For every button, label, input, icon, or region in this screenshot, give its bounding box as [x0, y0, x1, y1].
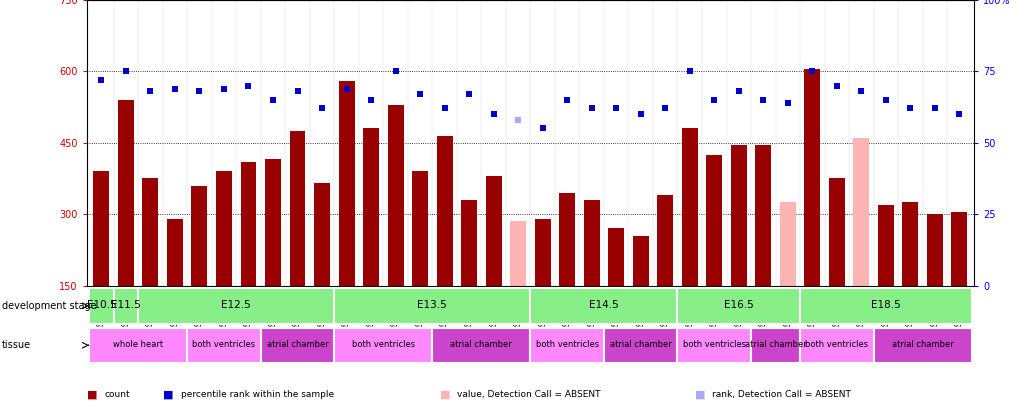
Bar [192, 185, 207, 286]
Text: both ventricles: both ventricles [352, 340, 415, 349]
Bar [750, 328, 799, 362]
Bar [334, 288, 530, 324]
Text: atrial chamber: atrial chamber [609, 340, 671, 349]
Bar [334, 328, 432, 362]
Bar [755, 145, 770, 286]
Bar [872, 328, 971, 362]
Bar [461, 200, 477, 286]
Text: atrial chamber: atrial chamber [266, 340, 328, 349]
Bar [677, 328, 750, 362]
Bar [432, 328, 530, 362]
Text: E10.5: E10.5 [87, 300, 116, 310]
Text: atrial chamber: atrial chamber [450, 340, 512, 349]
Text: ■: ■ [87, 390, 97, 400]
Text: ■: ■ [163, 390, 173, 400]
Bar [804, 69, 819, 286]
Bar [261, 328, 334, 362]
Text: E14.5: E14.5 [589, 300, 619, 310]
Text: tissue: tissue [2, 340, 32, 350]
Bar [167, 219, 182, 286]
Bar [681, 128, 697, 286]
Text: value, Detection Call = ABSENT: value, Detection Call = ABSENT [457, 390, 600, 399]
Bar [558, 193, 575, 286]
Bar [187, 328, 261, 362]
Bar [534, 219, 550, 286]
Bar [363, 128, 379, 286]
Bar [607, 228, 624, 286]
Text: both ventricles: both ventricles [682, 340, 745, 349]
Text: development stage: development stage [2, 301, 97, 311]
Text: ■: ■ [439, 390, 449, 400]
Bar [113, 288, 138, 324]
Bar [677, 288, 799, 324]
Bar [656, 195, 673, 286]
Text: E16.5: E16.5 [723, 300, 753, 310]
Bar [902, 202, 917, 286]
Bar [951, 212, 966, 286]
Bar [436, 136, 452, 286]
Bar [143, 179, 158, 286]
Text: atrial chamber: atrial chamber [891, 340, 953, 349]
Bar [530, 288, 677, 324]
Bar [828, 179, 844, 286]
Text: whole heart: whole heart [113, 340, 163, 349]
Bar [485, 176, 501, 286]
Bar [603, 328, 677, 362]
Bar [780, 202, 795, 286]
Text: ■: ■ [694, 390, 704, 400]
Bar [877, 205, 893, 286]
Bar [94, 171, 109, 286]
Text: E18.5: E18.5 [870, 300, 900, 310]
Bar [799, 328, 872, 362]
Bar [926, 214, 942, 286]
Bar [216, 171, 231, 286]
Bar [289, 131, 305, 286]
Bar [530, 328, 603, 362]
Text: both ventricles: both ventricles [535, 340, 598, 349]
Text: atrial chamber: atrial chamber [744, 340, 806, 349]
Text: E12.5: E12.5 [221, 300, 251, 310]
Text: E13.5: E13.5 [417, 300, 446, 310]
Text: both ventricles: both ventricles [804, 340, 867, 349]
Bar [314, 183, 330, 286]
Bar [705, 155, 721, 286]
Bar [412, 171, 428, 286]
Bar [799, 288, 971, 324]
Bar [138, 288, 334, 324]
Text: percentile rank within the sample: percentile rank within the sample [180, 390, 333, 399]
Bar [853, 138, 868, 286]
Bar [387, 104, 404, 286]
Bar [510, 221, 526, 286]
Bar [89, 328, 187, 362]
Text: rank, Detection Call = ABSENT: rank, Detection Call = ABSENT [711, 390, 850, 399]
Text: E11.5: E11.5 [111, 300, 141, 310]
Bar [632, 236, 648, 286]
Bar [89, 288, 113, 324]
Bar [265, 160, 280, 286]
Text: both ventricles: both ventricles [193, 340, 256, 349]
Bar [240, 162, 256, 286]
Bar [730, 145, 746, 286]
Bar [583, 200, 599, 286]
Text: count: count [104, 390, 129, 399]
Bar [118, 100, 133, 286]
Bar [338, 81, 355, 286]
